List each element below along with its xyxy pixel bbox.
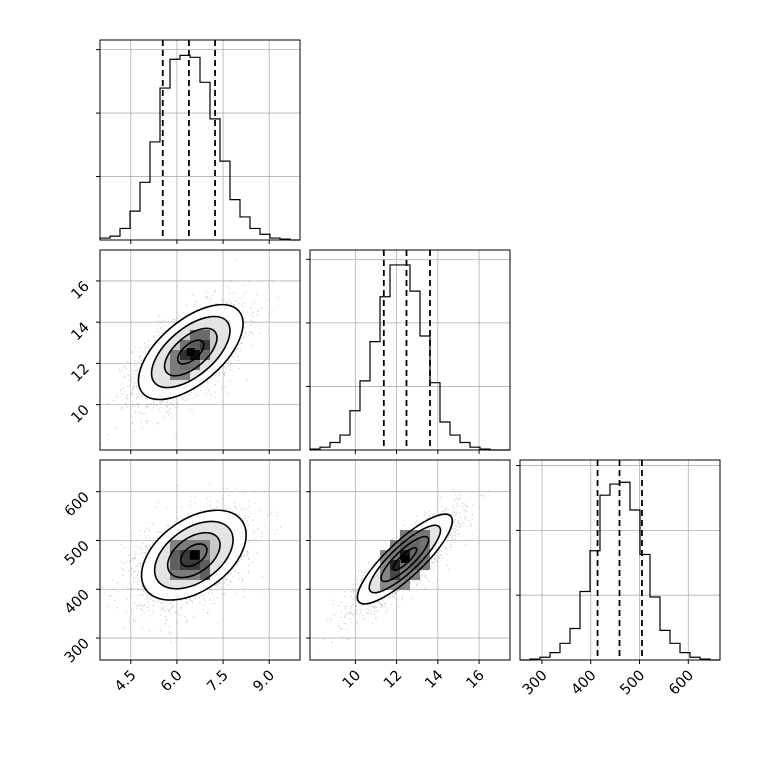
density-content — [100, 460, 300, 660]
histogram-steps — [99, 54, 300, 241]
density-content — [310, 460, 510, 660]
x-tick-label-2: 400 — [569, 668, 600, 699]
contour-line — [137, 303, 244, 401]
x-tick-label-0: 6.0 — [158, 668, 186, 696]
density-cell — [200, 560, 210, 580]
panel-frame — [519, 459, 721, 661]
density-panel-0 — [96, 249, 301, 454]
hist-panel-0 — [96, 39, 301, 244]
x-tick-label-0: 7.5 — [204, 668, 232, 696]
x-tick-label-0: 9.0 — [250, 668, 278, 696]
x-tick-label-0: 4.5 — [112, 668, 140, 696]
panel-frame — [99, 459, 301, 661]
density-cell — [200, 340, 210, 350]
sample-points — [100, 260, 279, 445]
density-cell — [180, 350, 190, 360]
contour-line — [163, 327, 218, 377]
contour-line — [356, 513, 454, 605]
histogram-steps — [309, 264, 510, 451]
hist-panel-1 — [306, 249, 511, 454]
x-tick-label-1: 14 — [422, 668, 446, 692]
panel-frame — [309, 459, 511, 661]
density-cell — [190, 350, 200, 360]
hist-panel-2 — [516, 459, 721, 664]
x-tick-label-1: 12 — [381, 668, 405, 692]
density-panel-2 — [96, 459, 301, 664]
x-tick-label-1: 10 — [340, 668, 364, 692]
density-cell — [390, 570, 400, 580]
y-tick-label-1: 14 — [68, 320, 92, 344]
x-tick-label-1: 16 — [464, 668, 488, 692]
density-cell — [170, 550, 180, 570]
contour-line — [380, 535, 430, 583]
density-content — [100, 250, 300, 450]
y-tick-label-2: 600 — [62, 489, 93, 520]
panel-frame — [99, 39, 301, 241]
x-tick-label-2: 300 — [520, 668, 551, 699]
contour-line — [150, 315, 231, 389]
density-peak — [186, 348, 195, 357]
density-panel-1 — [306, 459, 511, 664]
density-peak — [189, 551, 198, 560]
contour-line — [166, 531, 221, 579]
density-peak — [400, 555, 409, 564]
panel-frame — [309, 249, 511, 451]
panel-frame — [99, 249, 301, 451]
contour-line — [140, 509, 247, 601]
y-tick-label-1: 16 — [68, 278, 92, 302]
y-tick-label-2: 400 — [62, 587, 93, 618]
y-tick-label-1: 10 — [68, 402, 92, 426]
y-tick-label-1: 12 — [68, 361, 92, 385]
density-cell — [400, 550, 410, 560]
contour-line — [153, 520, 234, 590]
y-tick-label-2: 500 — [62, 538, 93, 569]
x-tick-label-2: 500 — [617, 668, 648, 699]
y-tick-label-2: 300 — [62, 636, 93, 667]
contour-line — [368, 524, 442, 594]
contour-line — [179, 543, 208, 568]
x-tick-label-2: 600 — [666, 668, 697, 699]
contour-line — [176, 339, 205, 365]
